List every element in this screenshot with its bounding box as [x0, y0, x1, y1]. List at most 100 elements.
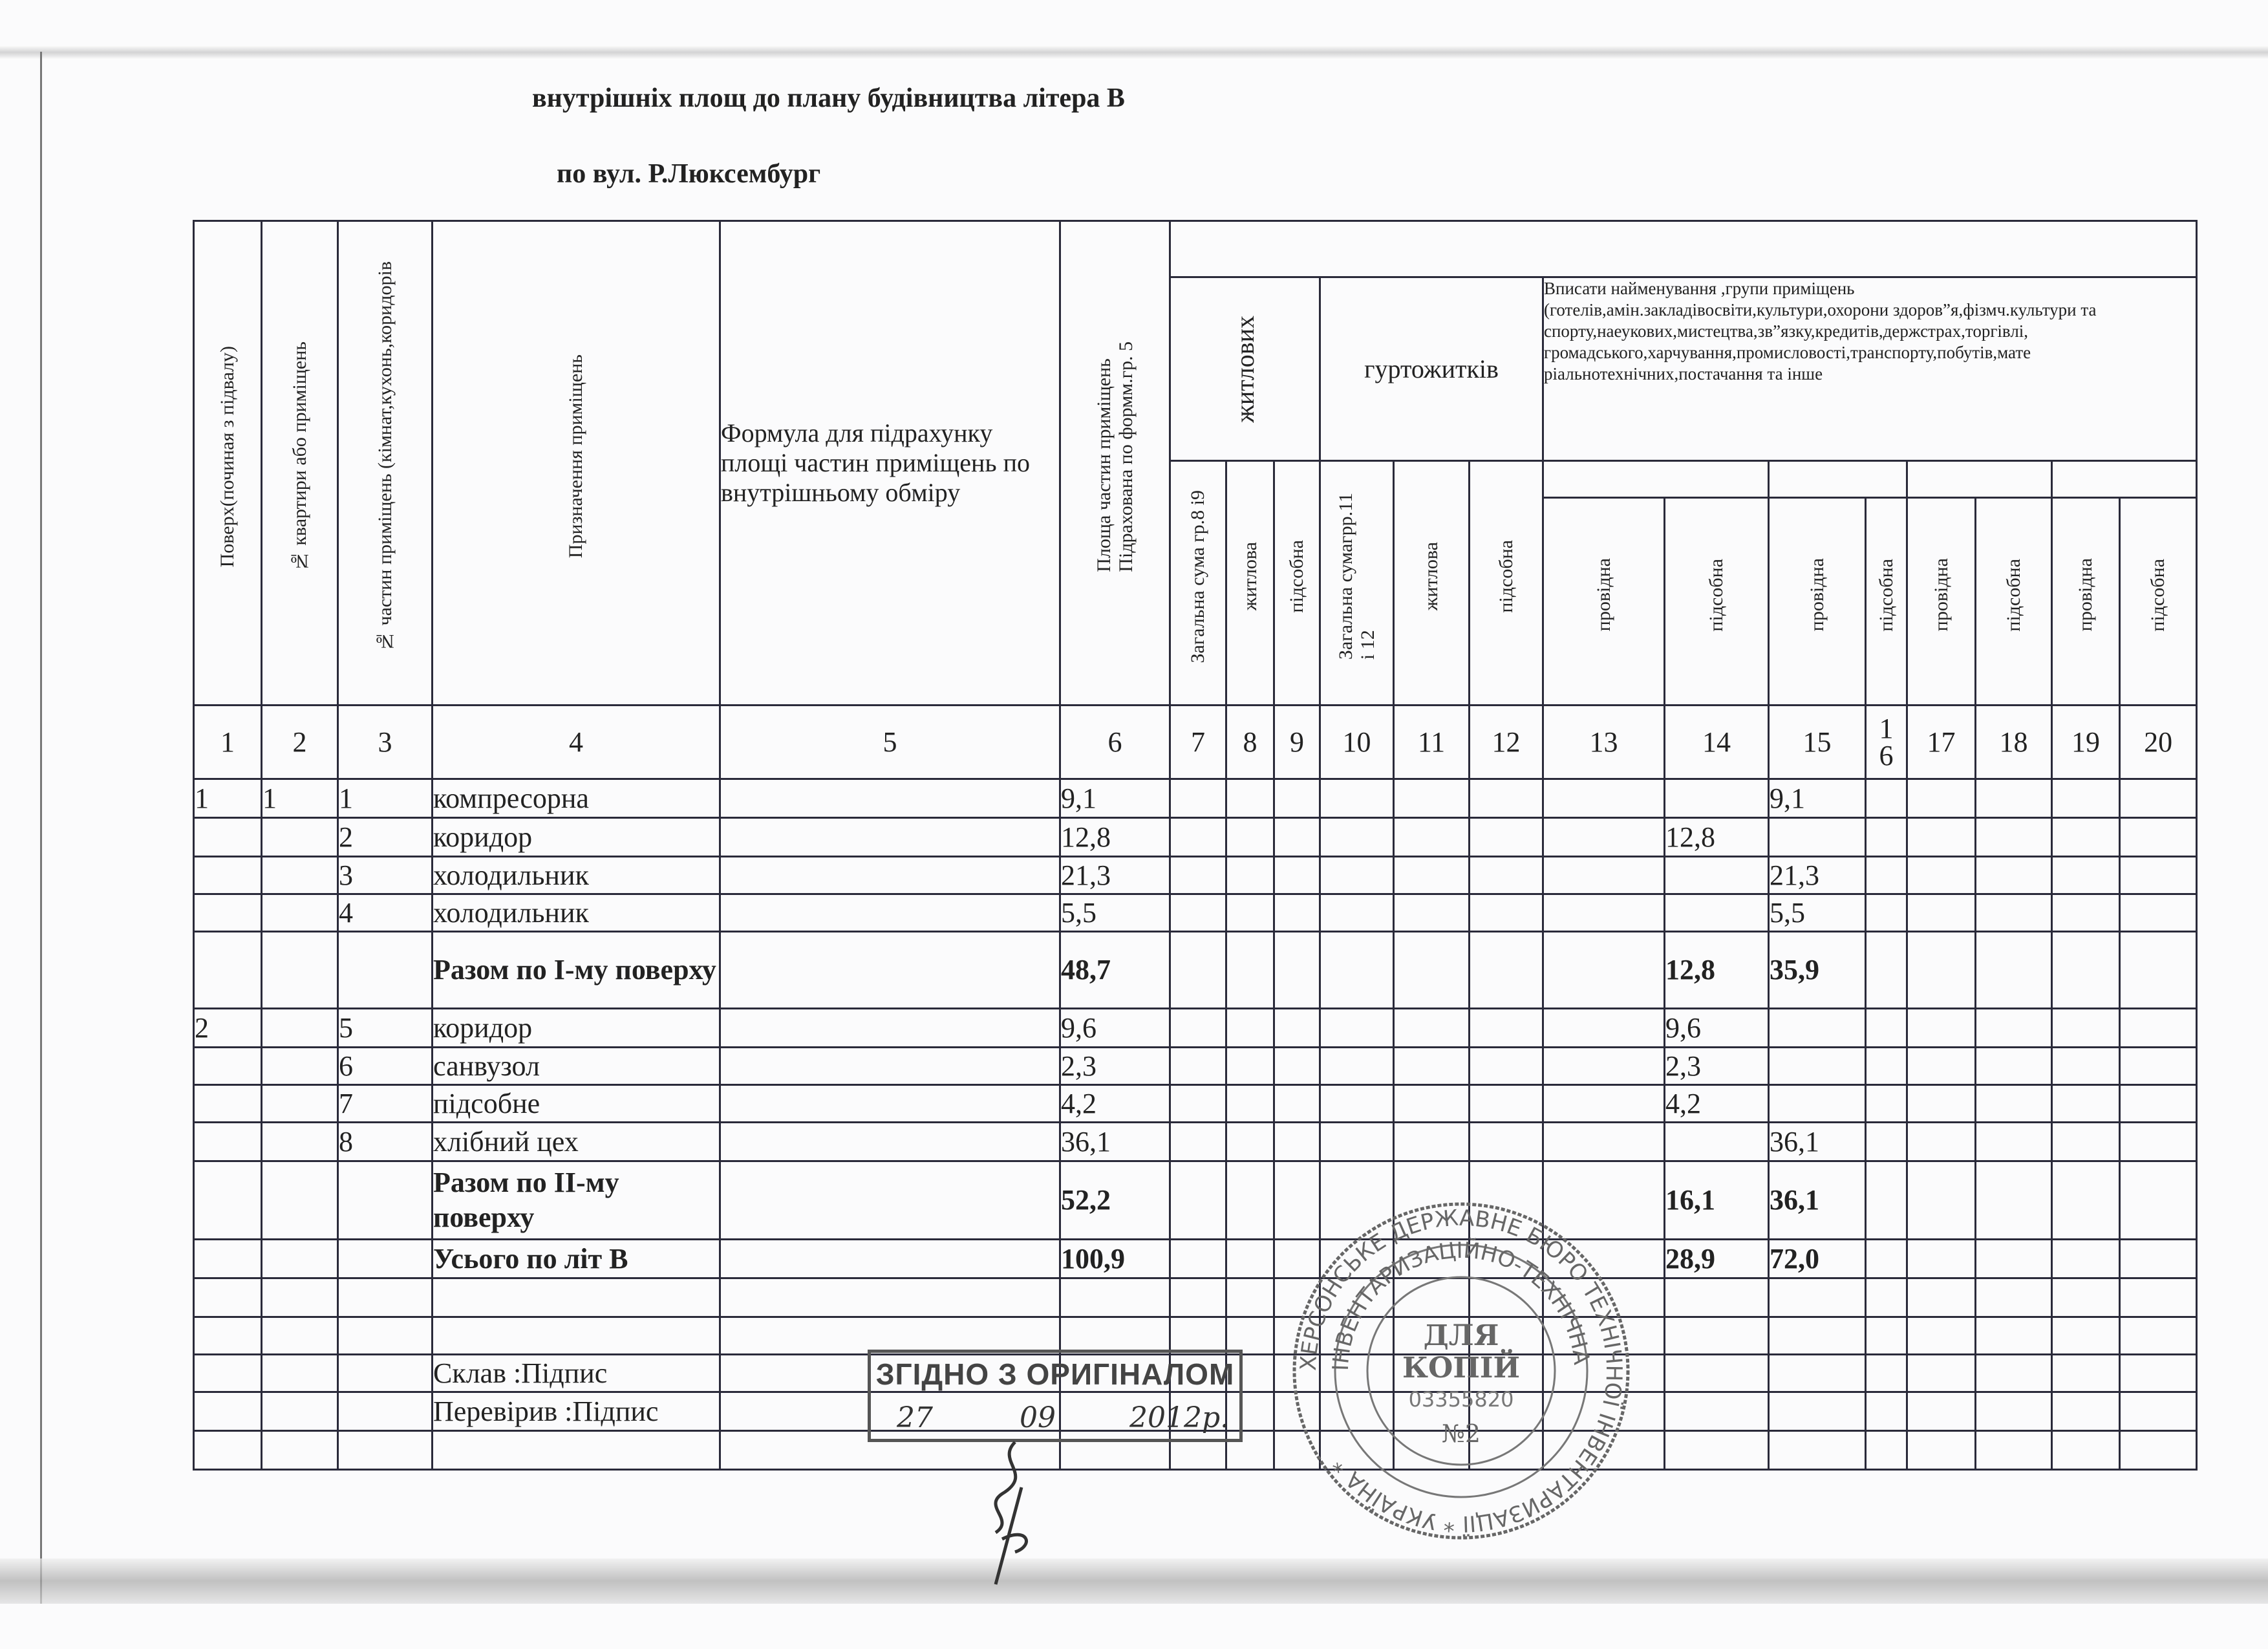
- table-cell-col14: 12,8: [1664, 817, 1770, 857]
- table-cell-col3: [337, 1353, 433, 1393]
- table-cell-col3: [337, 1238, 433, 1279]
- table-cell-col12: [1468, 893, 1544, 932]
- header-c19-label: провідна: [2075, 558, 2096, 632]
- header-room-number: № частин приміщень (кімнат,кухонь,коридо…: [337, 220, 433, 706]
- table-cell-col1: [193, 1391, 262, 1432]
- table-cell-col17: [1906, 1046, 1976, 1086]
- table-cell-col4: підсобне: [431, 1084, 721, 1123]
- table-cell-col15: 21,3: [1768, 856, 1867, 895]
- table-cell-col19: [2051, 1277, 2121, 1318]
- table-cell-col13: [1542, 1430, 1665, 1471]
- table-cell-col12: [1468, 1430, 1544, 1471]
- table-cell-col16: [1865, 1391, 1908, 1432]
- table-cell-col4: Разом по ІІ-му поверху: [431, 1160, 721, 1240]
- table-cell-col4: коридор: [431, 817, 721, 857]
- table-cell-col4: Разом по І-му поверху: [431, 931, 721, 1009]
- table-cell-col3: [337, 1160, 433, 1240]
- table-cell-col5: [719, 1238, 1061, 1279]
- table-cell-col7: [1169, 1391, 1227, 1432]
- table-cell-col8: [1225, 1353, 1275, 1393]
- column-number: 13: [1542, 704, 1665, 780]
- column-number-16: 16: [1879, 712, 1894, 771]
- table-cell-col20: [2118, 1316, 2198, 1355]
- table-cell-col19: [2051, 778, 2121, 819]
- header-c9-label: підсобна: [1286, 540, 1307, 613]
- column-number: 5: [719, 704, 1061, 780]
- table-cell-col1: [193, 1238, 262, 1279]
- table-cell-col5: [719, 1084, 1061, 1123]
- table-cell-col19: [2051, 1238, 2121, 1279]
- table-cell-col10: [1319, 1277, 1395, 1318]
- table-cell-col5: [719, 1046, 1061, 1086]
- table-cell-col4: [431, 1316, 721, 1355]
- header-c11-label: житлова: [1420, 542, 1442, 611]
- street-address: по вул. Р.Люксембург: [557, 159, 821, 189]
- header-c15-label: провідна: [1806, 558, 1828, 632]
- table-cell-col2: [261, 817, 339, 857]
- table-cell-col20: [2118, 893, 2198, 932]
- table-cell-col1: [193, 1084, 262, 1123]
- header-c10-label: Загальна сумагрр.11 і 12: [1334, 493, 1378, 660]
- table-cell-col19: [2051, 1008, 2121, 1048]
- table-cell-col2: [261, 1316, 339, 1355]
- table-cell-col8: [1225, 1391, 1275, 1432]
- table-cell-col11: [1393, 817, 1470, 857]
- table-cell-col19: [2051, 1391, 2121, 1432]
- table-cell-col20: [2118, 1160, 2198, 1240]
- column-number: 7: [1169, 704, 1227, 780]
- svg-text:№2: №2: [1442, 1419, 1481, 1448]
- header-floor-label: Поверх(починая з підвалу): [217, 345, 238, 568]
- table-cell-col14: 4,2: [1664, 1084, 1770, 1123]
- table-cell-col13: [1542, 856, 1665, 895]
- table-cell-col7: [1169, 1316, 1227, 1355]
- table-cell-col14: [1664, 1277, 1770, 1318]
- header-area-label: Площа частин приміщень Підрахована по фо…: [1093, 341, 1137, 572]
- table-cell-col11: [1393, 778, 1470, 819]
- table-cell-col11: [1393, 1160, 1470, 1240]
- table-cell-col4: Склав :Підпис: [431, 1353, 721, 1393]
- table-cell-col18: [1974, 1353, 2053, 1393]
- column-number: 6: [1059, 704, 1171, 780]
- table-cell-col10: [1319, 856, 1395, 895]
- group-residential: житлових: [1169, 276, 1321, 462]
- table-cell-col3: 7: [337, 1084, 433, 1123]
- table-cell-col8: [1225, 856, 1275, 895]
- table-cell-col7: [1169, 1353, 1227, 1393]
- header-c13: провідна: [1542, 497, 1665, 706]
- column-number: 16: [1865, 704, 1908, 780]
- table-cell-col1: [193, 1160, 262, 1240]
- subgroup-blank: [1542, 460, 1770, 499]
- area-table: Поверх(починая з підвалу) № квартири або…: [193, 220, 2198, 1471]
- table-cell-col2: [261, 1084, 339, 1123]
- table-cell-col12: [1468, 856, 1544, 895]
- table-cell-col19: [2051, 1430, 2121, 1471]
- table-cell-col17: [1906, 893, 1976, 932]
- table-cell-col13: [1542, 778, 1665, 819]
- table-cell-col5: [719, 817, 1061, 857]
- table-cell-col10: [1319, 1121, 1395, 1162]
- group-other: Вписати найменування ,групи приміщень (г…: [1541, 276, 2198, 462]
- header-c19: провідна: [2051, 497, 2121, 706]
- table-cell-col12: [1468, 778, 1544, 819]
- table-cell-col9: [1273, 1121, 1321, 1162]
- table-cell-col5: [719, 931, 1061, 1009]
- header-c10: Загальна сумагрр.11 і 12: [1319, 460, 1395, 706]
- header-purpose-label: Призначення приміщень: [565, 354, 586, 559]
- table-cell-col9: [1273, 1084, 1321, 1123]
- table-cell-col3: [337, 1277, 433, 1318]
- header-c20-label: підсобна: [2147, 558, 2169, 632]
- table-cell-col7: [1169, 817, 1227, 857]
- table-cell-col2: [261, 1008, 339, 1048]
- column-number: 12: [1468, 704, 1544, 780]
- table-cell-col15: 5,5: [1768, 893, 1867, 932]
- table-cell-col11: [1393, 856, 1470, 895]
- table-cell-col12: [1468, 1391, 1544, 1432]
- table-cell-col2: [261, 1238, 339, 1279]
- table-cell-col1: [193, 1121, 262, 1162]
- table-cell-col6: 5,5: [1059, 893, 1171, 932]
- table-row: Усього по літ В 100,9 28,9 72,0: [193, 1238, 2198, 1279]
- table-cell-col17: [1906, 1238, 1976, 1279]
- table-cell-col6: [1059, 1277, 1171, 1318]
- header-c13-label: провідна: [1592, 558, 1614, 632]
- table-cell-col17: [1906, 778, 1976, 819]
